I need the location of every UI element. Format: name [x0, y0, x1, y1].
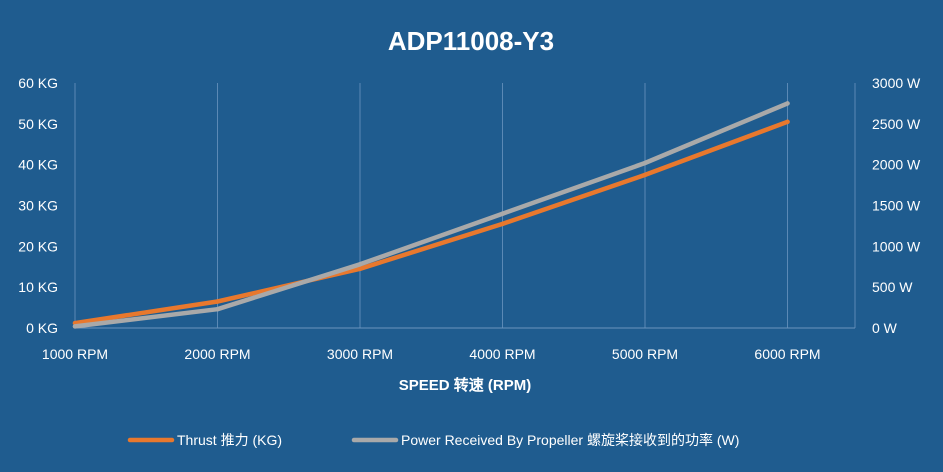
- x-tick-label: 1000 RPM: [42, 346, 108, 362]
- y-right-tick-label: 2500 W: [872, 116, 921, 132]
- y-left-tick-label: 20 KG: [18, 238, 58, 254]
- y-left-tick-label: 40 KG: [18, 157, 58, 173]
- grid: [74, 83, 856, 329]
- series-2-point: [642, 160, 648, 166]
- series-2-point: [785, 101, 790, 106]
- y-right-tick-label: 1500 W: [872, 198, 921, 214]
- series-2-point: [215, 307, 220, 312]
- series-1-point: [215, 299, 220, 304]
- y-right-tick-label: 2000 W: [872, 157, 921, 173]
- y-right-tick-label: 1000 W: [872, 238, 921, 254]
- y-left-tick-label: 30 KG: [18, 198, 58, 214]
- series-layer: [72, 101, 790, 329]
- legend-label-1: Thrust 推力 (KG): [177, 432, 282, 448]
- x-tick-label: 3000 RPM: [327, 346, 393, 362]
- series-2-point: [357, 262, 363, 267]
- legend: Thrust 推力 (KG) Power Received By Propelle…: [127, 432, 739, 448]
- chart-title: ADP11008-Y3: [388, 26, 554, 56]
- series-2-point: [500, 211, 505, 216]
- series-1-point: [642, 172, 648, 178]
- x-axis-label: SPEED 转速 (RPM): [399, 376, 532, 394]
- y-right-tick-label: 3000 W: [872, 75, 921, 91]
- y-right-tick-label: 0 W: [872, 320, 898, 336]
- series-line-1: [72, 119, 790, 326]
- y-left-tick-label: 0 KG: [26, 320, 58, 336]
- series-2-point: [72, 324, 78, 329]
- x-tick-label: 6000 RPM: [754, 346, 820, 362]
- y-left-tick-label: 60 KG: [18, 75, 58, 91]
- series-1-point: [500, 221, 505, 227]
- legend-label-2: Power Received By Propeller 螺旋桨接收到的功率 (W…: [401, 432, 739, 448]
- series-1-point: [785, 119, 790, 125]
- series-line-2: [72, 101, 790, 329]
- x-tick-label: 4000 RPM: [469, 346, 535, 362]
- y-left-tick-label: 10 KG: [18, 279, 58, 295]
- y-right-tick-label: 500 W: [872, 279, 913, 295]
- y-left-tick-label: 50 KG: [18, 116, 58, 132]
- x-tick-label: 5000 RPM: [612, 346, 678, 362]
- tick-labels: 0 KG 10 KG 20 KG 30 KG 40 KG 50 KG 60 KG 0 W 500…: [18, 75, 921, 362]
- series-1-point: [357, 266, 363, 271]
- x-tick-label: 2000 RPM: [184, 346, 250, 362]
